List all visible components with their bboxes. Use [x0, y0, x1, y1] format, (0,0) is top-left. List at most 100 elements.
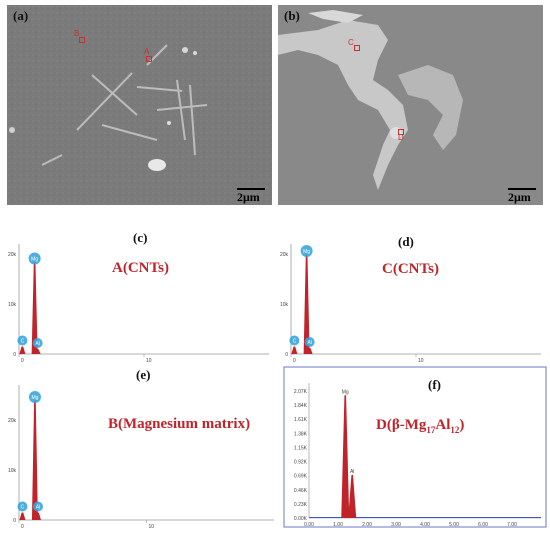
x-tick-label: 2.00 — [362, 522, 372, 528]
x-tick-label: 1.00 — [333, 522, 343, 528]
y-tick-label: 0 — [13, 352, 16, 358]
peak-marker — [28, 391, 41, 403]
marker-d: D — [398, 133, 404, 142]
sem-image-b: (b) C D 2μm — [278, 5, 543, 205]
plot-frame — [283, 366, 547, 528]
chart-title-f: D(β-Mg17Al12) — [376, 417, 464, 435]
peak-marker — [304, 337, 315, 347]
y-tick-label: 1.38K — [294, 431, 308, 437]
x-tick-label: 6.00 — [478, 522, 488, 528]
peak-label: Mg — [342, 389, 349, 395]
peak-marker — [32, 338, 43, 348]
peak-marker — [17, 501, 28, 512]
eds-plot-d: 20k 10k 00 10 C Mg Al — [280, 244, 541, 364]
spectrum-peak — [31, 400, 38, 520]
x-tick-label: 3.00 — [391, 522, 401, 528]
peak-marker — [32, 501, 43, 512]
spectrum-peak — [306, 348, 313, 354]
title-f-sub2: 12 — [450, 425, 460, 435]
chart-title-d: C(CNTs) — [382, 261, 439, 277]
y-tick-label: 0.00K — [294, 516, 308, 522]
spectrum-peak — [19, 346, 26, 354]
y-tick-label: 20k — [8, 252, 17, 258]
x-tick-label: 5.00 — [449, 522, 459, 528]
y-tick-label: 0.69K — [294, 474, 308, 480]
chart-title-e: B(Magnesium matrix) — [108, 416, 251, 432]
x-tick-label: 4.00 — [420, 522, 430, 528]
spectrum-peak — [34, 349, 41, 354]
peak-label: Mg — [31, 395, 38, 401]
y-tick-label: 1.84K — [294, 403, 308, 409]
scale-bar-a: 2μm — [237, 188, 265, 205]
peak-label: Al — [36, 505, 40, 511]
panel-label-c: (c) — [133, 230, 148, 245]
marker-b: B — [74, 29, 80, 38]
spectrum-peak — [291, 346, 298, 354]
title-f-sub1: 17 — [426, 425, 436, 435]
eds-chart-e: (e) B(Magnesium matrix) 20k 10k 0 0 10 C Mg Al — [5, 365, 280, 530]
y-tick-label: 1.15K — [294, 445, 308, 451]
marker-a: A — [144, 47, 150, 56]
peak-label: Al — [350, 469, 354, 475]
title-f-mid: Al — [435, 417, 451, 433]
marker-b-box — [79, 37, 85, 43]
spectrum-peak — [31, 261, 38, 354]
x-tick-label: 10 — [149, 524, 155, 530]
y-tick-label: 2.07K — [294, 389, 308, 395]
x-tick-label: 7.00 — [507, 522, 517, 528]
y-tick-label: 1.61K — [294, 417, 308, 423]
y-tick-label: 0.46K — [294, 488, 308, 494]
spectrum-peak — [348, 475, 357, 518]
y-tick-label: 10k — [8, 302, 17, 308]
x-tick-label: 0 — [21, 524, 24, 530]
peak-marker — [17, 335, 28, 346]
panel-label-f: (f) — [428, 377, 441, 392]
y-tick-label: 20k — [280, 252, 289, 258]
eds-plot-e: 20k 10k 00 10 C Mg Al — [8, 385, 274, 530]
peak-label: C — [293, 339, 297, 345]
spectrum-peak — [341, 395, 350, 518]
panel-label-b: (b) — [284, 8, 300, 23]
marker-d-box — [398, 129, 404, 135]
title-f-post: ) — [459, 417, 465, 433]
eds-chart-c: (c) A(CNTs) 20k 10k 0 0 10 C Mg Al — [5, 228, 275, 364]
y-tick-label: 10k — [8, 468, 17, 474]
sem-image-a-drawing — [7, 5, 272, 205]
x-tick-label: 0 — [21, 358, 24, 364]
peak-label: Mg — [31, 257, 38, 263]
panel-label-e: (e) — [136, 367, 151, 382]
x-tick-label: 0.00 — [304, 522, 314, 528]
chart-title-c: A(CNTs) — [112, 260, 169, 276]
peak-label: C — [21, 505, 25, 511]
y-tick-label: 20k — [8, 418, 17, 424]
x-tick-label: 0 — [293, 358, 296, 364]
x-tick-label: 10 — [146, 358, 152, 364]
eds-chart-d: (d) C(CNTs) 20k 10k 0 0 10 C Mg Al — [277, 228, 547, 364]
eds-plot-c: 20k 10k 00 10 C Mg Al — [8, 244, 269, 364]
y-tick-label: 0 — [13, 518, 16, 524]
peak-label: C — [21, 339, 25, 345]
scale-bar-b: 2μm — [508, 188, 536, 205]
eds-plot-f: 2.07K 1.84K 1.61K 1.38K 1.15K 0.92K 0.69K 0.46K… — [283, 366, 547, 528]
spectrum-peak — [303, 254, 310, 354]
spectrum-peak — [34, 512, 41, 520]
marker-c: C — [348, 38, 354, 47]
sem-image-a: (a) B A 2μm — [7, 5, 272, 205]
y-tick-label: 0.23K — [294, 502, 308, 508]
peak-label: Mg — [303, 249, 310, 255]
title-f-pre: D(β-Mg — [376, 417, 427, 433]
panel-label-a: (a) — [13, 8, 29, 23]
x-tick-label: 10 — [418, 358, 424, 364]
panel-label-d: (d) — [398, 234, 414, 249]
y-tick-label: 0.92K — [294, 460, 308, 466]
marker-a-box — [146, 56, 152, 62]
marker-c-box — [354, 45, 360, 51]
eds-chart-f: (f) D(β-Mg17Al12) 2.07K 1.84K 1.61K 1.38K 1.… — [283, 365, 548, 530]
spectrum-baseline — [309, 517, 541, 518]
peak-marker — [289, 335, 300, 346]
y-tick-label: 10k — [280, 302, 289, 308]
peak-marker — [28, 252, 41, 265]
peak-label: Al — [307, 340, 311, 346]
y-tick-label: 0 — [285, 352, 288, 358]
peak-marker — [300, 245, 313, 257]
